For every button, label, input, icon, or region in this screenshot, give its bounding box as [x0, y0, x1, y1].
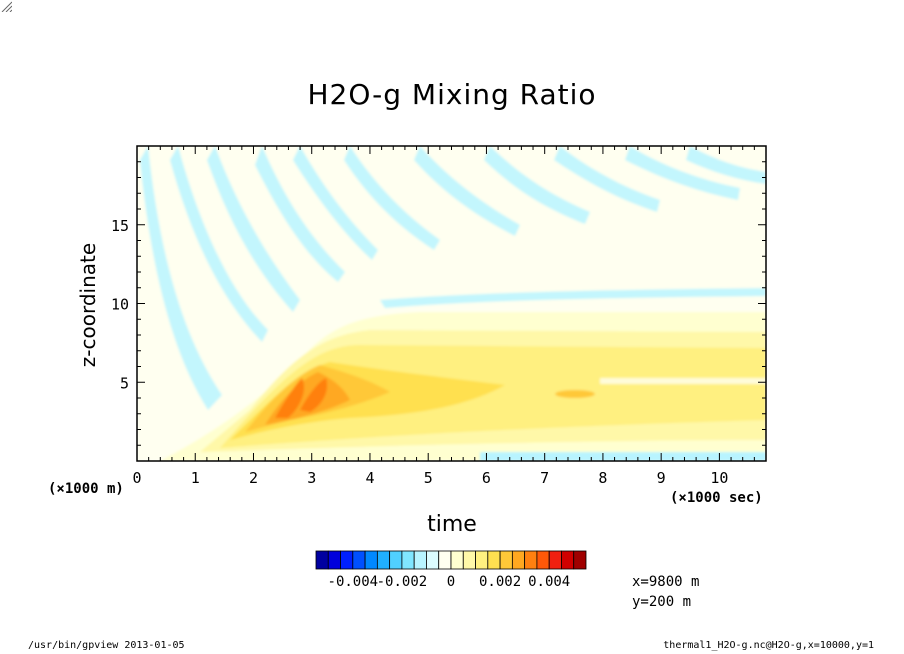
colorbar-swatch [401, 550, 415, 570]
colorbar-label: -0.002 [377, 574, 428, 590]
colorbar-swatch [548, 550, 562, 570]
x-tick-label: 8 [598, 469, 607, 487]
pale-streak [600, 378, 766, 384]
colorbar-swatch [462, 550, 476, 570]
colorbar-swatch [376, 550, 391, 570]
x-tick-label: 2 [249, 469, 258, 487]
colorbar-swatch [315, 550, 329, 570]
colorbar-swatch [413, 550, 427, 570]
x-tick-label: 1 [191, 469, 200, 487]
x-tick-label: 9 [657, 469, 666, 487]
blue-band [255, 146, 345, 282]
colorbar-swatch [327, 550, 341, 570]
y-tick-label: 10 [111, 296, 129, 314]
colorbar-swatch [364, 550, 378, 570]
chart-title: H2O-g Mixing Ratio [307, 78, 597, 111]
colorbar-label: 0.002 [479, 574, 521, 590]
y-position-annotation: y=200 m [632, 594, 692, 610]
surface-strip [480, 452, 766, 461]
colorbar: -0.004-0.002 0 0.002 0.004 [315, 550, 587, 590]
y-tick-label: 5 [120, 374, 129, 392]
footer-source: thermal1_H2O-g.nc@H2O-g,x=10000,y=1 [663, 640, 874, 651]
x-tick-label: 7 [540, 469, 549, 487]
blue-band [686, 146, 766, 184]
colorbar-swatch [450, 550, 464, 570]
x-position-annotation: x=9800 m [632, 574, 700, 590]
blue-band [414, 146, 520, 236]
resize-grip-icon[interactable] [0, 0, 12, 12]
x-unit-label: (×1000 sec) [670, 490, 763, 506]
footer-program: /usr/bin/gpview 2013-01-05 [28, 640, 185, 651]
x-axis-label: time [427, 512, 477, 537]
colorbar-swatch [524, 550, 538, 570]
colorbar-swatch [352, 550, 366, 570]
x-tick-label: 0 [132, 469, 141, 487]
colorbar-swatch [438, 550, 452, 570]
x-tick-label: 10 [710, 469, 728, 487]
colorbar-swatch [499, 550, 513, 570]
x-tick-label: 3 [307, 469, 316, 487]
colorbar-label: -0.004 [328, 574, 379, 590]
red-spot-2 [300, 378, 328, 412]
x-tick-label: 5 [424, 469, 433, 487]
mixing-ratio-field [137, 146, 766, 461]
colorbar-swatch [573, 550, 587, 570]
red-spot-1 [275, 378, 305, 418]
orange-streak [555, 390, 595, 398]
blue-band [484, 146, 590, 224]
colorbar-swatch [536, 550, 550, 570]
z-unit-label: (×1000 m) [48, 481, 124, 497]
blue-band [293, 146, 378, 260]
blue-band [207, 146, 300, 312]
blue-band [625, 146, 740, 200]
plot-axes: 0 1 2 3 4 5 6 7 8 9 10 5 10 15 [111, 145, 767, 487]
y-tick-label: 15 [111, 217, 129, 235]
colorbar-swatch [475, 550, 489, 570]
blue-band [554, 146, 660, 212]
colorbar-label: 0 [447, 574, 455, 590]
colorbar-swatch [426, 550, 440, 570]
colorbar-swatch [389, 550, 403, 570]
blue-band [140, 146, 222, 410]
colorbar-label: 0.004 [528, 574, 570, 590]
colorbar-swatch [511, 550, 526, 570]
blue-band [344, 146, 440, 250]
blue-band [170, 146, 268, 342]
x-tick-label: 6 [482, 469, 491, 487]
colorbar-swatch [340, 550, 354, 570]
blue-band [380, 288, 766, 308]
x-tick-label: 4 [365, 469, 374, 487]
colorbar-swatch [487, 550, 501, 570]
field-shading [137, 146, 766, 461]
colorbar-swatch [561, 550, 575, 570]
